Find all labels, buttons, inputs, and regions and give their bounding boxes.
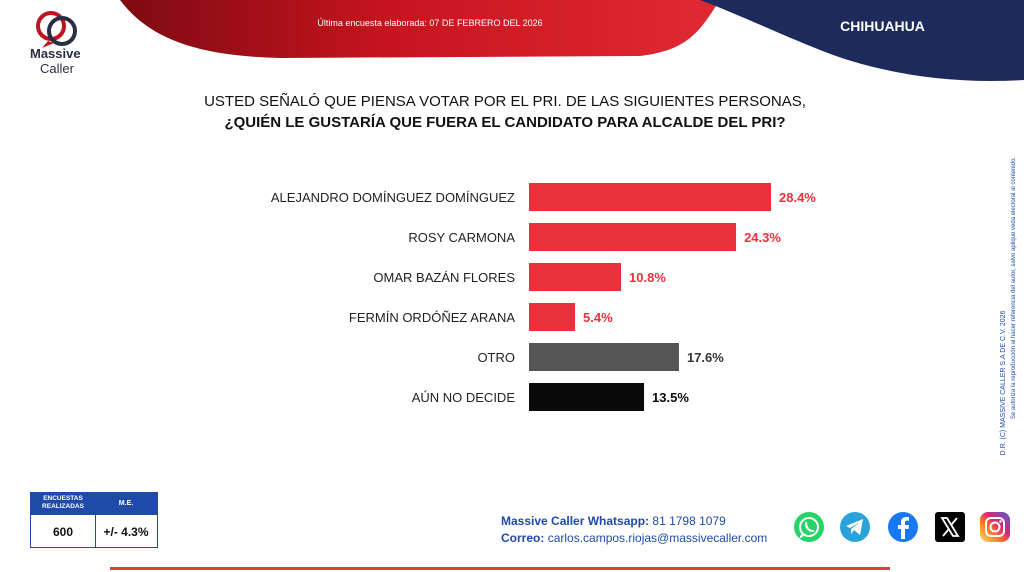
- whatsapp-label: Massive Caller Whatsapp:: [501, 514, 650, 528]
- category-label: AÚN NO DECIDE: [412, 390, 516, 405]
- question-line-1: USTED SEÑALÓ QUE PIENSA VOTAR POR EL PRI…: [204, 93, 806, 110]
- copyright-line-2: Se autoriza la reproducción al hacer ref…: [1011, 157, 1017, 419]
- category-label: OMAR BAZÁN FLORES: [373, 270, 515, 285]
- facebook-icon[interactable]: [886, 510, 920, 544]
- bar: [529, 223, 737, 251]
- bar: [529, 183, 771, 211]
- whatsapp-icon[interactable]: [792, 510, 826, 544]
- bar: [529, 383, 645, 411]
- margin-of-error: +/- 4.3%: [103, 525, 149, 539]
- whatsapp-number[interactable]: 81 1798 1079: [652, 514, 726, 528]
- logo-text-line1: Massive: [30, 46, 81, 61]
- value-label: 28.4%: [779, 190, 816, 205]
- surveys-header: ENCUESTAS REALIZADAS: [42, 495, 84, 510]
- region-label: CHIHUAHUA: [840, 18, 925, 34]
- surveys-count: 600: [52, 525, 74, 539]
- value-label: 17.6%: [687, 350, 724, 365]
- margin-header: M.E.: [118, 500, 134, 507]
- value-label: 5.4%: [583, 310, 613, 325]
- x-icon[interactable]: [933, 510, 967, 544]
- email-address[interactable]: carlos.campos.riojas@massivecaller.com: [547, 531, 768, 545]
- bar: [529, 303, 576, 331]
- logo-text-line2: Caller: [40, 61, 74, 76]
- bar: [529, 263, 622, 291]
- stats-divider: [95, 515, 96, 547]
- question-line-2: ¿QUIÉN LE GUSTARÍA QUE FUERA EL CANDIDAT…: [224, 114, 786, 131]
- category-label: OTRO: [477, 350, 515, 365]
- stats-header: [31, 493, 157, 515]
- whatsapp-contact: Massive Caller Whatsapp: 81 1798 1079: [501, 514, 726, 528]
- value-label: 10.8%: [629, 270, 666, 285]
- footer-line: [110, 567, 890, 570]
- massive-caller-logo: [36, 11, 77, 48]
- survey-stats-box: ENCUESTAS REALIZADAS M.E. 600 +/- 4.3%: [30, 492, 158, 548]
- category-label: ROSY CARMONA: [408, 230, 515, 245]
- bar: [529, 343, 679, 371]
- category-label: ALEJANDRO DOMÍNGUEZ DOMÍNGUEZ: [271, 190, 515, 205]
- copyright-notice: D.R. (C) MASSIVE CALLER S.A DE C.V. 2026…: [1000, 157, 1017, 456]
- copyright-line-1: D.R. (C) MASSIVE CALLER S.A DE C.V. 2026: [1000, 310, 1007, 455]
- last-survey-date: Última encuesta elaborada: 07 DE FEBRERO…: [317, 18, 543, 28]
- value-label: 13.5%: [652, 390, 689, 405]
- email-label: Correo:: [501, 531, 545, 545]
- category-label: FERMÍN ORDÓÑEZ ARANA: [349, 310, 515, 325]
- instagram-icon[interactable]: [978, 510, 1012, 544]
- email-contact: Correo: carlos.campos.riojas@massivecall…: [501, 531, 767, 545]
- value-label: 24.3%: [744, 230, 781, 245]
- telegram-icon[interactable]: [838, 510, 872, 544]
- bar-chart: ALEJANDRO DOMÍNGUEZ DOMÍNGUEZ 28.4% ROSY C…: [271, 183, 816, 411]
- header-banner: [120, 0, 1024, 81]
